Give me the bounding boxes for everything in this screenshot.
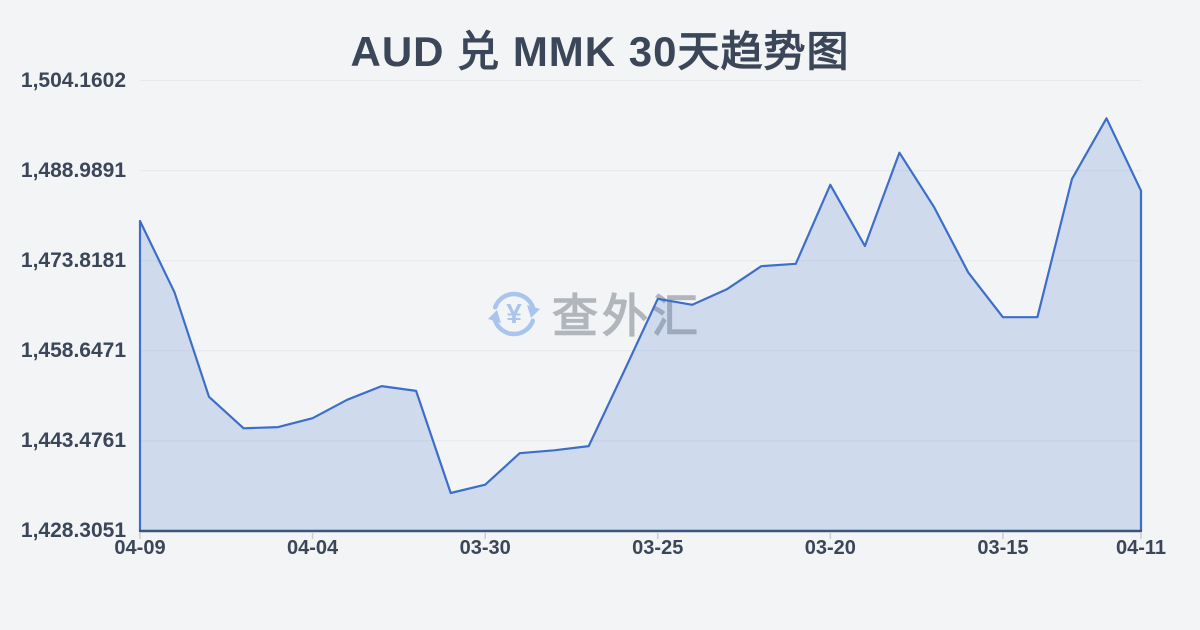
gridlines [140, 80, 1141, 442]
trend-line [138, 117, 1143, 531]
page-title: AUD 兑 MMK 30天趋势图 [350, 28, 850, 75]
x-axis-ticks [139, 532, 1142, 539]
x-tick-label: 04-04 [287, 537, 339, 559]
currency-exchange-icon: ¥ [488, 291, 540, 337]
y-tick-label: 1,473.8181 [20, 248, 126, 272]
area-fill [140, 118, 1141, 532]
x-tick-label: 04-11 [1115, 537, 1167, 559]
y-tick-label: 1,488.9891 [20, 158, 126, 182]
watermark-text: 查外汇 [552, 290, 702, 342]
y-tick-label: 1,443.4761 [20, 428, 126, 452]
x-tick-label: 04-09 [114, 537, 166, 559]
watermark: ¥ 查外汇 [488, 290, 702, 342]
y-tick-label: 1,458.6471 [20, 338, 126, 362]
y-tick-label: 1,504.1602 [20, 68, 126, 92]
y-tick-label: 1,428.3051 [20, 519, 126, 542]
x-tick-label: 03-25 [632, 537, 684, 559]
x-tick-label: 03-30 [459, 537, 511, 559]
yen-symbol: ¥ [506, 298, 522, 329]
x-tick-label: 03-15 [977, 537, 1029, 559]
x-tick-label: 03-20 [804, 537, 856, 559]
